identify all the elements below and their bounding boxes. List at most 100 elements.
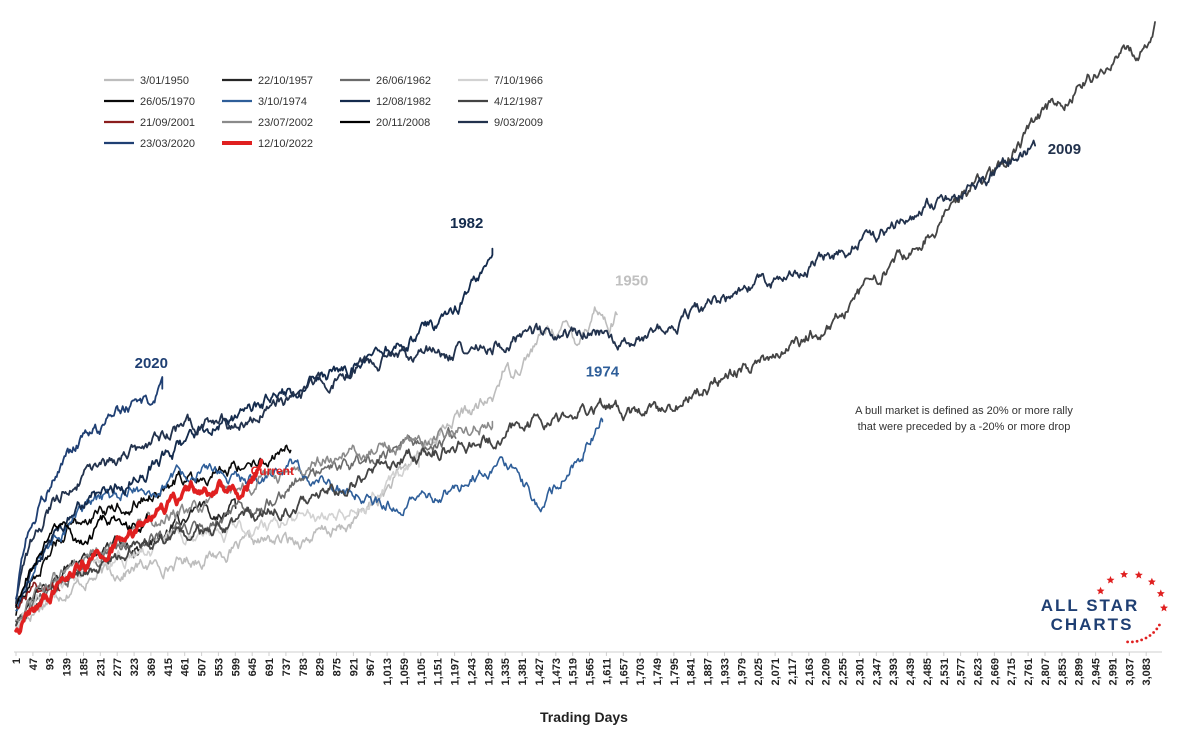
series-label-2020: 2020: [135, 355, 168, 372]
x-tick-label: 1,151: [433, 658, 445, 686]
legend-item: 4/12/1987: [458, 96, 543, 108]
x-tick-label: 1,933: [720, 658, 732, 686]
x-tick-label: 2,853: [1057, 658, 1069, 686]
x-tick-label: 2,715: [1006, 658, 1018, 686]
star-icon: [1156, 589, 1165, 597]
x-tick-label: 1: [11, 658, 23, 664]
legend-label: 23/03/2020: [140, 138, 195, 150]
brand-line-2: CHARTS: [1051, 615, 1134, 634]
star-icon: [1120, 570, 1129, 578]
x-tick-label: 2,163: [804, 658, 816, 686]
x-tick-label: 1,473: [551, 658, 563, 686]
legend-item: 21/09/2001: [104, 117, 195, 129]
series-line-9-03-2009: [15, 139, 1036, 605]
ring-dot: [1131, 640, 1134, 644]
x-tick-label: 2,439: [905, 658, 917, 686]
x-tick-label: 507: [197, 658, 209, 676]
legend-item: 26/05/1970: [104, 96, 195, 108]
legend-label: 4/12/1987: [494, 96, 543, 108]
x-tick-label: 599: [230, 658, 242, 676]
x-tick-label: 2,623: [973, 658, 985, 686]
x-tick-label: 921: [348, 658, 360, 676]
series-label-2009: 2009: [1048, 141, 1081, 158]
x-tick-label: 2,899: [1074, 658, 1086, 686]
legend-label: 12/10/2022: [258, 138, 313, 150]
x-tick-label: 2,761: [1023, 658, 1035, 686]
x-tick-label: 1,289: [483, 658, 495, 686]
series-layer: [14, 21, 1156, 635]
x-tick-label: 277: [112, 658, 124, 676]
x-tick-label: 2,669: [989, 658, 1001, 686]
legend-item: 3/10/1974: [222, 96, 307, 108]
x-tick-label: 2,255: [838, 658, 850, 686]
x-tick-label: 1,381: [517, 658, 529, 686]
series-line-12-10-2022: [14, 458, 264, 635]
x-tick-label: 967: [365, 658, 377, 676]
legend-label: 21/09/2001: [140, 117, 195, 129]
series-line-3-01-1950: [15, 306, 618, 627]
star-icon: [1147, 577, 1156, 586]
legend-label: 20/11/2008: [376, 117, 430, 129]
x-tick-label: 1,335: [500, 658, 512, 686]
brand-line-1: ALL STAR: [1041, 596, 1139, 615]
x-tick-label: 2,117: [787, 658, 799, 685]
legend-label: 12/08/1982: [376, 96, 431, 108]
x-tick-label: 1,611: [601, 658, 613, 685]
x-tick-label: 3,037: [1124, 658, 1136, 686]
x-tick-label: 2,991: [1108, 658, 1120, 686]
x-tick-label: 415: [163, 658, 175, 676]
x-tick-label: 185: [79, 658, 91, 676]
x-tick-label: 1,013: [382, 658, 394, 686]
x-tick-label: 2,301: [854, 658, 866, 686]
annotation-line-1: A bull market is defined as 20% or more …: [855, 405, 1073, 417]
series-line-20-11-2008: [15, 513, 149, 608]
ring-dot: [1144, 636, 1148, 640]
x-tick-label: 829: [315, 658, 327, 676]
ring-dot: [1126, 640, 1129, 644]
x-tick-label: 3,083: [1141, 658, 1153, 686]
series-line-12-08-1982: [15, 247, 494, 607]
legend-label: 22/10/1957: [258, 75, 313, 87]
x-tick-label: 1,197: [450, 658, 462, 686]
star-icon: [1160, 603, 1168, 612]
legend: 3/01/1950 22/10/1957 26/06/1962 7/10/1966 26…: [104, 75, 543, 150]
legend-item: 23/03/2020: [104, 138, 195, 150]
x-tick-label: 1,059: [399, 658, 411, 686]
star-ring-icon: [1096, 570, 1168, 644]
x-tick-label: 1,105: [416, 658, 428, 686]
legend-item: 3/01/1950: [104, 75, 189, 87]
legend-item: 26/06/1962: [340, 75, 431, 87]
x-tick-label: 875: [332, 658, 344, 676]
x-tick-label: 369: [146, 658, 158, 676]
x-tick-label: 47: [28, 658, 40, 670]
x-tick-label: 231: [95, 658, 107, 676]
x-tick-label: 691: [264, 658, 276, 676]
x-tick-label: 2,807: [1040, 658, 1052, 686]
legend-item: 20/11/2008: [340, 117, 430, 129]
series-label-1974: 1974: [586, 363, 620, 380]
x-tick-label: 1,841: [686, 658, 698, 686]
legend-item: 23/07/2002: [222, 117, 313, 129]
series-label-layer: 198720091982195019742020Current: [135, 141, 1081, 478]
ring-dot: [1158, 623, 1161, 627]
series-label-current: Current: [251, 464, 294, 478]
x-tick-label: 553: [213, 658, 225, 676]
series-line-4-12-1987: [15, 21, 1156, 627]
star-icon: [1134, 571, 1143, 579]
x-tick-label: 1,657: [618, 658, 630, 686]
x-tick-label: 1,565: [585, 658, 597, 686]
annotation: A bull market is defined as 20% or more …: [855, 405, 1073, 433]
x-tick-label: 645: [247, 658, 259, 676]
x-tick-label: 1,749: [652, 658, 664, 686]
ring-dot: [1148, 634, 1152, 637]
x-axis-title: Trading Days: [540, 709, 628, 725]
legend-label: 9/03/2009: [494, 117, 543, 129]
x-tick-label: 783: [298, 658, 310, 676]
legend-label: 26/05/1970: [140, 96, 195, 108]
x-tick-label: 1,979: [736, 658, 748, 686]
annotation-line-2: that were preceded by a -20% or more dro…: [858, 421, 1071, 433]
x-tick-label: 2,945: [1091, 658, 1103, 686]
x-tick-label: 2,531: [939, 658, 951, 686]
series-line-21-09-2001: [15, 581, 61, 610]
x-tick-label: 1,703: [635, 658, 647, 686]
